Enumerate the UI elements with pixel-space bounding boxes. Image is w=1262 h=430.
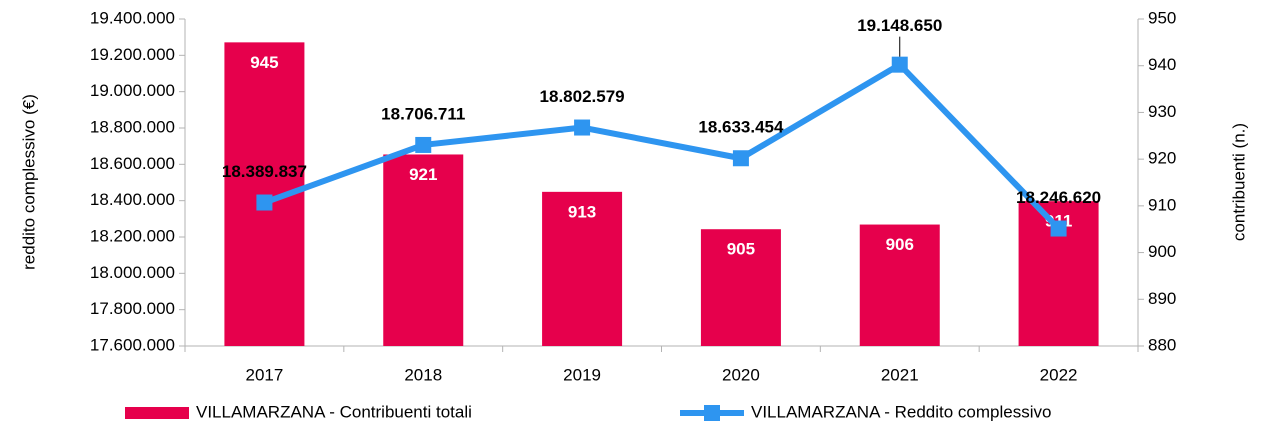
y-tick-label: 18.800.000 — [90, 117, 175, 136]
bar — [542, 191, 623, 346]
line-marker — [574, 119, 591, 136]
legend-label: VILLAMARZANA - Contribuenti totali — [196, 402, 472, 421]
bar-value-label: 913 — [568, 202, 596, 221]
y-tick-label: 19.400.000 — [90, 8, 175, 27]
y-tick-label: 18.400.000 — [90, 190, 175, 209]
legend-swatch — [125, 407, 189, 419]
line — [263, 61, 1061, 231]
y2-tick-label: 910 — [1148, 195, 1176, 214]
x-tick-label: 2019 — [563, 365, 601, 384]
x-tick-label: 2018 — [404, 365, 442, 384]
y-tick-label: 17.800.000 — [90, 299, 175, 318]
x-tick-label: 2021 — [881, 365, 919, 384]
legend-label: VILLAMARZANA - Reddito complessivo — [751, 402, 1051, 421]
line-value-label: 18.633.454 — [698, 118, 784, 137]
y2-tick-label: 920 — [1148, 149, 1176, 168]
x-tick-label: 2020 — [722, 365, 760, 384]
y-tick-label: 17.600.000 — [90, 335, 175, 354]
y2-tick-label: 900 — [1148, 242, 1176, 261]
y-tick-label: 19.000.000 — [90, 81, 175, 100]
bar-value-label: 906 — [886, 235, 914, 254]
y2-tick-label: 890 — [1148, 289, 1176, 308]
line-value-label: 18.706.711 — [381, 104, 465, 123]
line-value-label: 19.148.650 — [857, 16, 942, 35]
bar — [383, 154, 464, 346]
line-marker — [1050, 220, 1067, 237]
line-marker — [732, 150, 749, 167]
line-value-label: 18.389.837 — [222, 162, 307, 181]
x-tick-label: 2017 — [246, 365, 284, 384]
legend-swatch — [704, 405, 720, 421]
line-marker — [256, 194, 273, 211]
y-tick-label: 18.600.000 — [90, 154, 175, 173]
bar — [859, 224, 940, 346]
y-tick-label: 18.000.000 — [90, 263, 175, 282]
y2-axis-label: contribuenti (n.) — [1229, 123, 1248, 241]
y-axis-label: reddito complessivo (€) — [19, 94, 38, 270]
line-marker — [415, 136, 432, 153]
y2-tick-label: 940 — [1148, 55, 1176, 74]
line-value-label: 18.802.579 — [540, 87, 625, 106]
bar — [700, 229, 781, 346]
y-tick-label: 19.200.000 — [90, 45, 175, 64]
bar-value-label: 905 — [727, 240, 755, 259]
bar-value-label: 921 — [409, 165, 437, 184]
x-tick-label: 2022 — [1040, 365, 1078, 384]
y2-tick-label: 880 — [1148, 335, 1176, 354]
bar-value-label: 945 — [250, 53, 278, 72]
y-tick-label: 18.200.000 — [90, 226, 175, 245]
y2-tick-label: 930 — [1148, 102, 1176, 121]
line-marker — [891, 56, 908, 73]
line-value-label: 18.246.620 — [1016, 188, 1101, 207]
y2-tick-label: 950 — [1148, 8, 1176, 27]
